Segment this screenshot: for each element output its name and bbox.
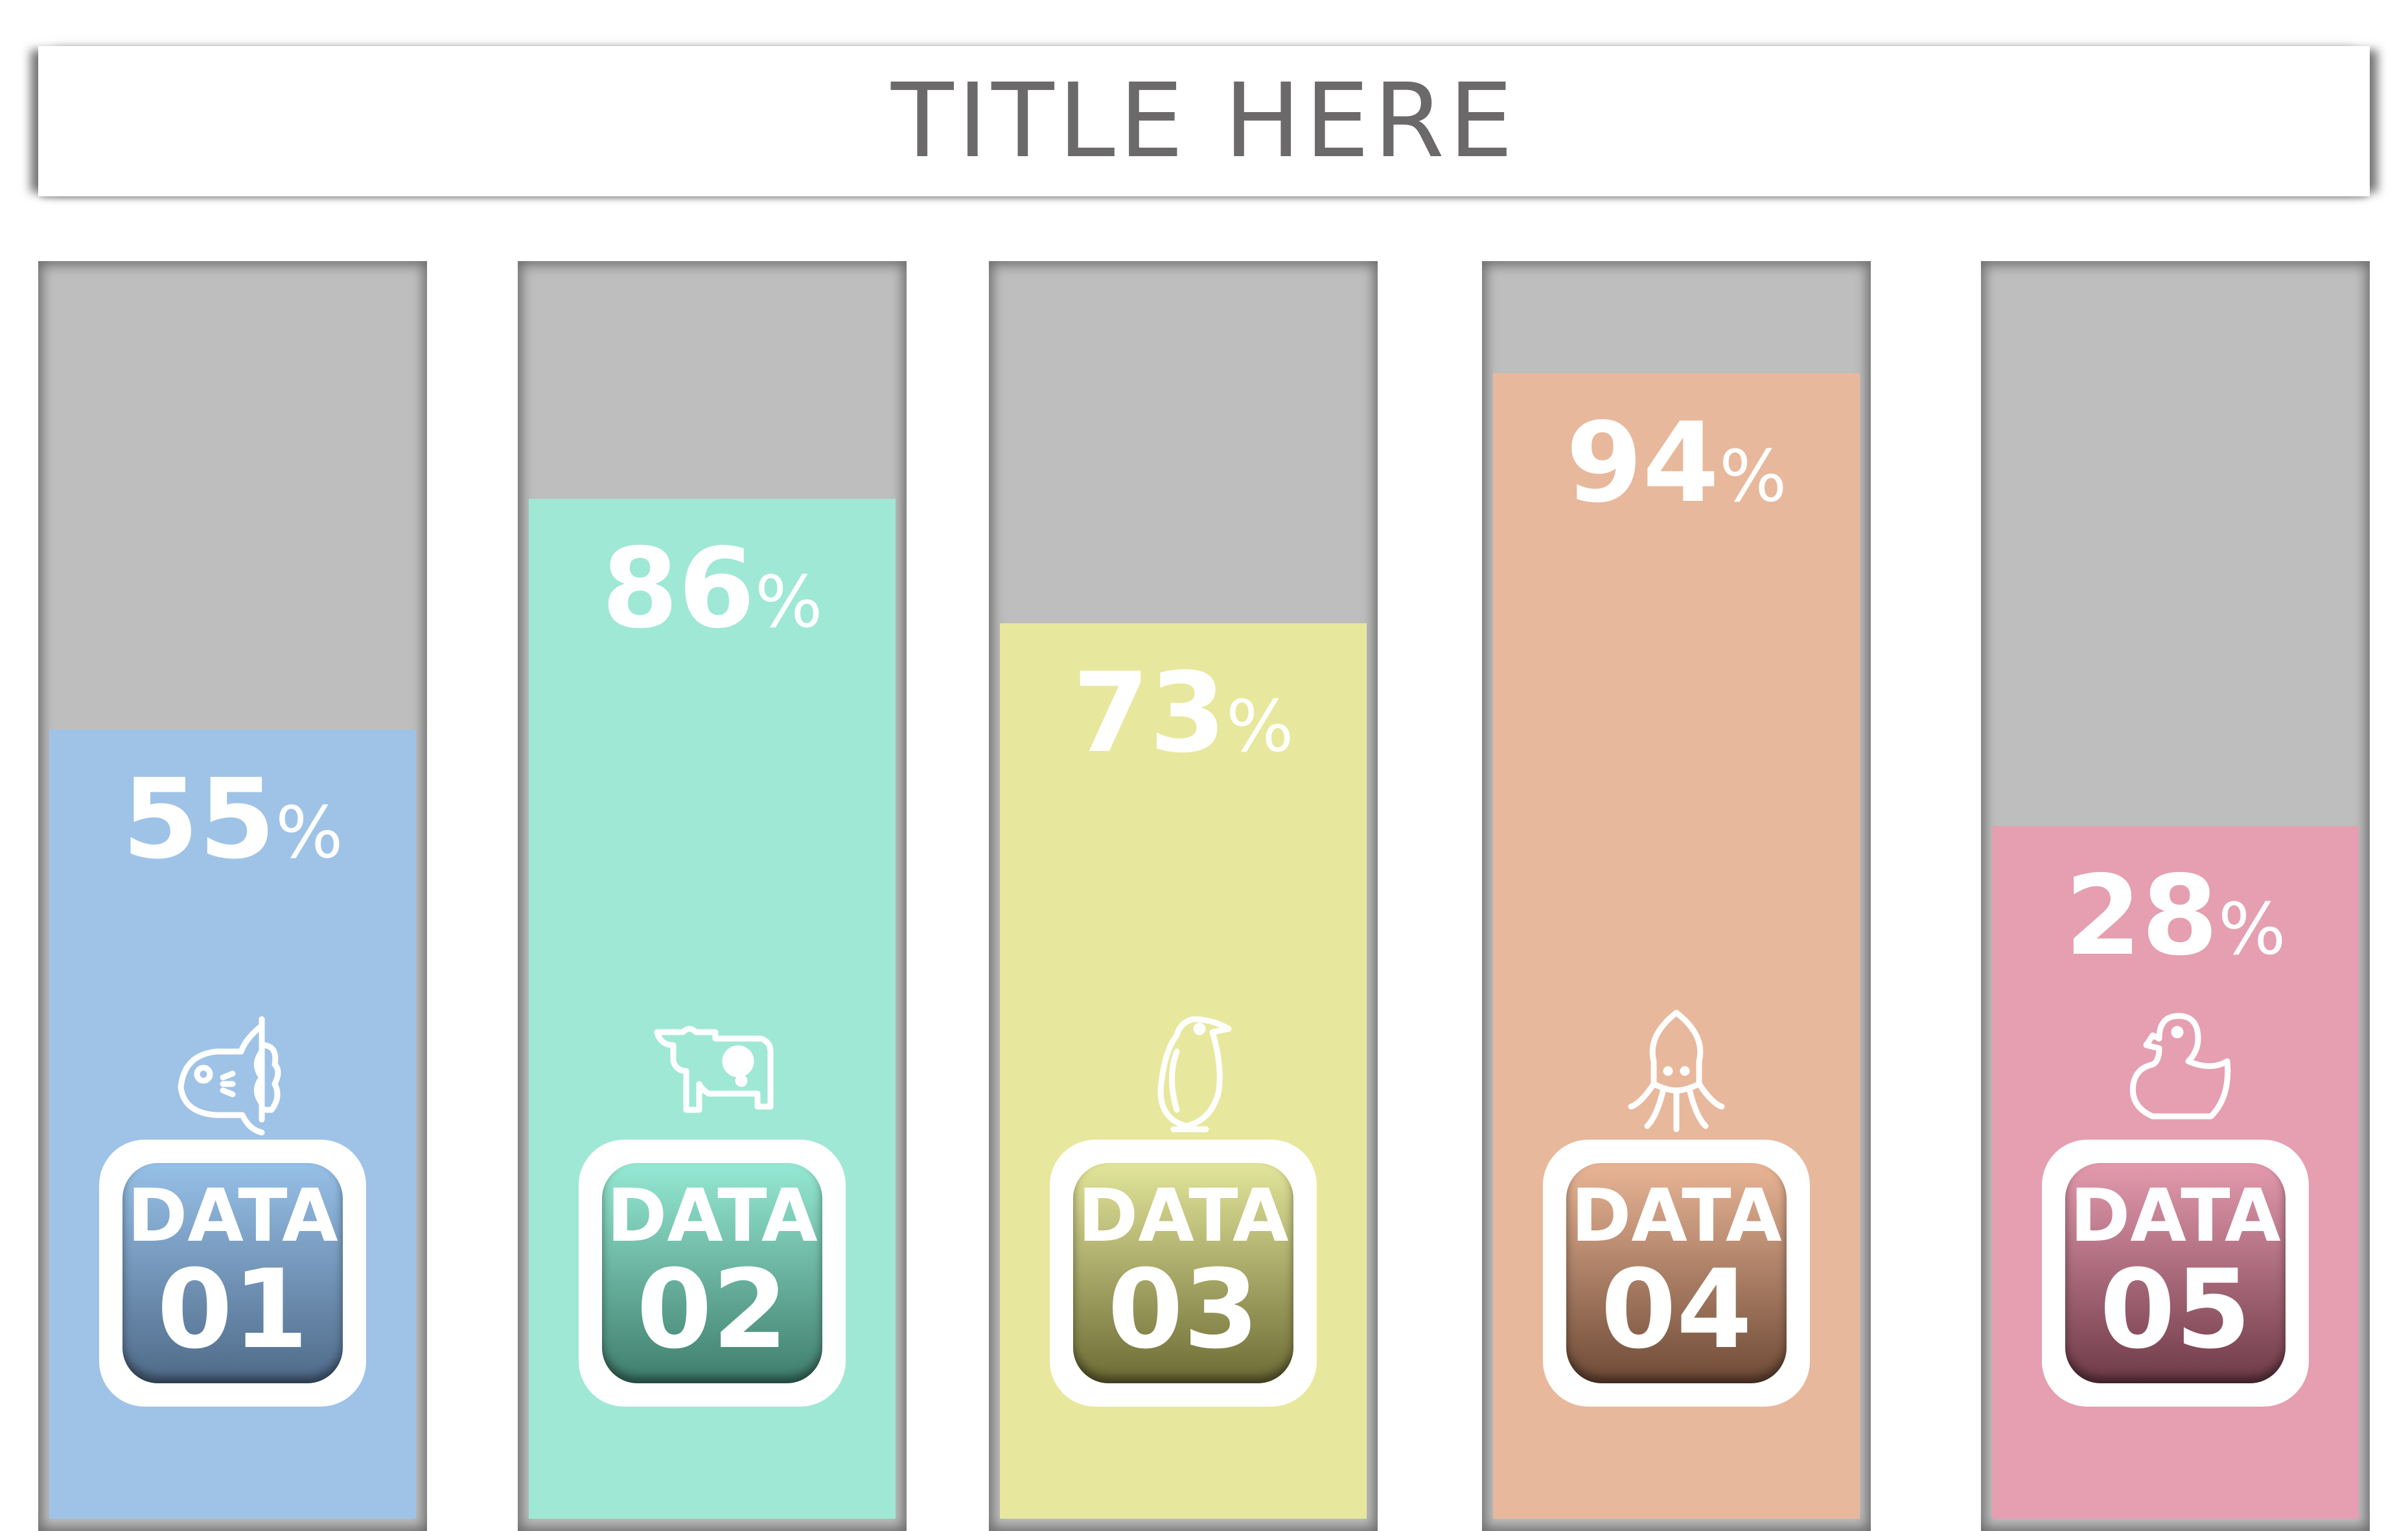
- page-title: TITLE HERE: [891, 62, 1517, 181]
- data-badge: DATA 03: [1050, 1140, 1317, 1407]
- sunfish-icon: [178, 1016, 281, 1136]
- bar-column-01: 55% DATA 01: [38, 261, 427, 1531]
- data-badge: DATA 05: [2042, 1140, 2309, 1407]
- badge-label: DATA: [1571, 1173, 1782, 1258]
- badge-number: 04: [1601, 1245, 1752, 1373]
- badge-number: 03: [1107, 1245, 1259, 1373]
- badge-number: 01: [157, 1245, 308, 1373]
- percent-label: 86%: [601, 525, 823, 653]
- bar-column-03: 73% DATA 03: [989, 261, 1378, 1531]
- data-badge: DATA 01: [99, 1140, 366, 1407]
- percent-label: 73%: [1072, 649, 1294, 777]
- bar-column-04: 94% DATA 04: [1482, 261, 1871, 1531]
- data-badge: DATA 02: [579, 1140, 846, 1407]
- squid-icon: [1628, 1009, 1725, 1133]
- duck-icon: [2129, 1013, 2231, 1120]
- data-badge: DATA 04: [1543, 1140, 1810, 1407]
- percent-label: 28%: [2065, 852, 2286, 980]
- badge-number: 02: [636, 1245, 788, 1373]
- bar-column-02: 86% DATA 02: [518, 261, 907, 1531]
- badge-label: DATA: [1078, 1173, 1289, 1258]
- badge-label: DATA: [607, 1173, 818, 1258]
- percent-label: 94%: [1566, 399, 1787, 527]
- penguin-icon: [1157, 1016, 1232, 1133]
- badge-label: DATA: [2070, 1173, 2281, 1258]
- cow-icon: [654, 1026, 774, 1113]
- percent-label: 55%: [122, 755, 343, 884]
- title-bar: TITLE HERE: [38, 46, 2370, 196]
- bar-column-05: 28% DATA 05: [1981, 261, 2370, 1531]
- badge-label: DATA: [127, 1173, 338, 1258]
- badge-number: 05: [2100, 1245, 2251, 1373]
